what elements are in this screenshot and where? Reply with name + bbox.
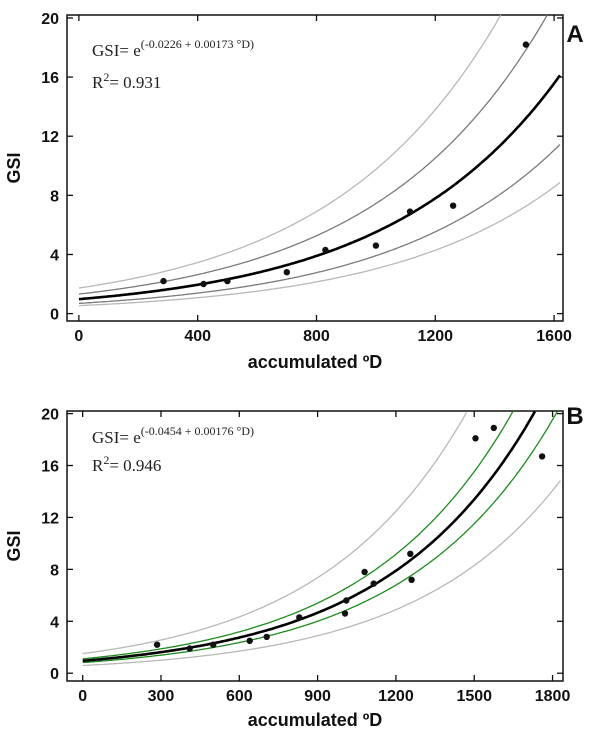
y-tick-label: 16 [41, 459, 59, 476]
data-point [263, 633, 270, 641]
x-tick-label: 0 [74, 328, 83, 345]
x-axis-label: accumulated ºD [248, 352, 383, 372]
panel-a: 0 400 800 1200 1600 0 4 8 12 16 20 accumulated ºD… [4, 11, 584, 372]
x-tick-label: 1500 [456, 688, 492, 705]
inner-band-upper [78, 14, 548, 295]
data-point [322, 246, 329, 254]
fit-curve [82, 410, 537, 663]
outer-band-lower [78, 182, 561, 307]
x-tick-label: 1600 [536, 328, 572, 345]
equation-base: GSI= e [92, 41, 141, 60]
data-point [246, 637, 253, 644]
plot-frame [66, 410, 564, 682]
data-point [538, 453, 546, 460]
x-tick-label: 1200 [378, 688, 414, 705]
data-point [200, 280, 207, 288]
outer-band-upper [82, 412, 467, 655]
y-tick-label: 4 [50, 247, 59, 264]
y-tick-label: 12 [41, 129, 59, 146]
y-axis-ticks: 0 4 8 12 16 20 [41, 11, 563, 324]
inner-band-lower [82, 411, 558, 664]
data-point [490, 424, 497, 432]
y-tick-label: 8 [50, 188, 59, 205]
y-tick-label: 20 [41, 407, 59, 424]
outer-band-lower [82, 480, 561, 667]
x-tick-label: 600 [226, 688, 253, 705]
data-point [341, 610, 349, 617]
x-tick-label: 0 [78, 688, 87, 705]
x-tick-label: 800 [303, 328, 330, 345]
inner-band-lower [78, 143, 561, 304]
fit-curve [78, 74, 562, 301]
fit-equation: GSI= e(-0.0226 + 0.00173 °D) [92, 37, 254, 60]
data-point [522, 41, 530, 48]
panel-label: B [566, 403, 583, 430]
data-point [153, 641, 161, 648]
data-point [224, 277, 231, 285]
r-squared: R2= 0.946 [92, 453, 161, 475]
inner-band-upper [82, 411, 514, 660]
x-tick-label: 400 [184, 328, 211, 345]
data-point [283, 269, 290, 276]
curves [78, 14, 562, 307]
x-axis-ticks: 0 300 600 900 1200 1500 1800 [78, 411, 570, 705]
data-point [472, 435, 479, 442]
data-point [370, 580, 377, 587]
panel-b: 0 300 600 900 1200 1500 1800 0 4 8 12 16 20 accumul… [4, 403, 584, 730]
data-point [408, 576, 415, 583]
x-tick-label: 1800 [535, 688, 571, 705]
y-axis-label: GSI [4, 152, 24, 183]
data-point [361, 568, 368, 576]
y-tick-label: 16 [41, 70, 59, 87]
y-axis-label: GSI [4, 530, 24, 561]
y-tick-label: 8 [50, 562, 59, 579]
data-point [296, 614, 303, 621]
y-axis-ticks: 0 4 8 12 16 20 [41, 407, 563, 683]
x-axis-label: accumulated ºD [248, 710, 383, 730]
y-tick-label: 0 [50, 307, 59, 324]
data-point [186, 645, 193, 652]
data-point [343, 597, 350, 604]
fit-equation: GSI= e(-0.0454 + 0.00176 °D) [92, 424, 254, 447]
data-points [153, 424, 546, 652]
equation-exponent: (-0.0226 + 0.00173 °D) [141, 37, 254, 51]
x-tick-label: 900 [304, 688, 331, 705]
y-tick-label: 0 [50, 666, 59, 683]
x-tick-label: 300 [148, 688, 175, 705]
data-point [372, 242, 380, 249]
data-point [449, 202, 457, 209]
equation-base: GSI= e [92, 428, 141, 447]
r-squared: R2= 0.931 [92, 70, 161, 92]
curves [82, 410, 561, 667]
y-tick-label: 4 [50, 614, 59, 631]
data-point [407, 550, 414, 557]
data-points [160, 41, 530, 288]
y-tick-label: 20 [41, 11, 59, 28]
plot-frame [66, 14, 564, 322]
outer-band-upper [78, 14, 502, 289]
x-axis-ticks: 0 400 800 1200 1600 [74, 15, 572, 345]
y-tick-label: 12 [41, 510, 59, 527]
equation-exponent: (-0.0454 + 0.00176 °D) [141, 424, 254, 438]
x-tick-label: 1200 [417, 328, 453, 345]
data-point [210, 641, 217, 648]
panel-label: A [566, 21, 583, 48]
data-point [160, 277, 167, 285]
data-point [406, 208, 414, 215]
